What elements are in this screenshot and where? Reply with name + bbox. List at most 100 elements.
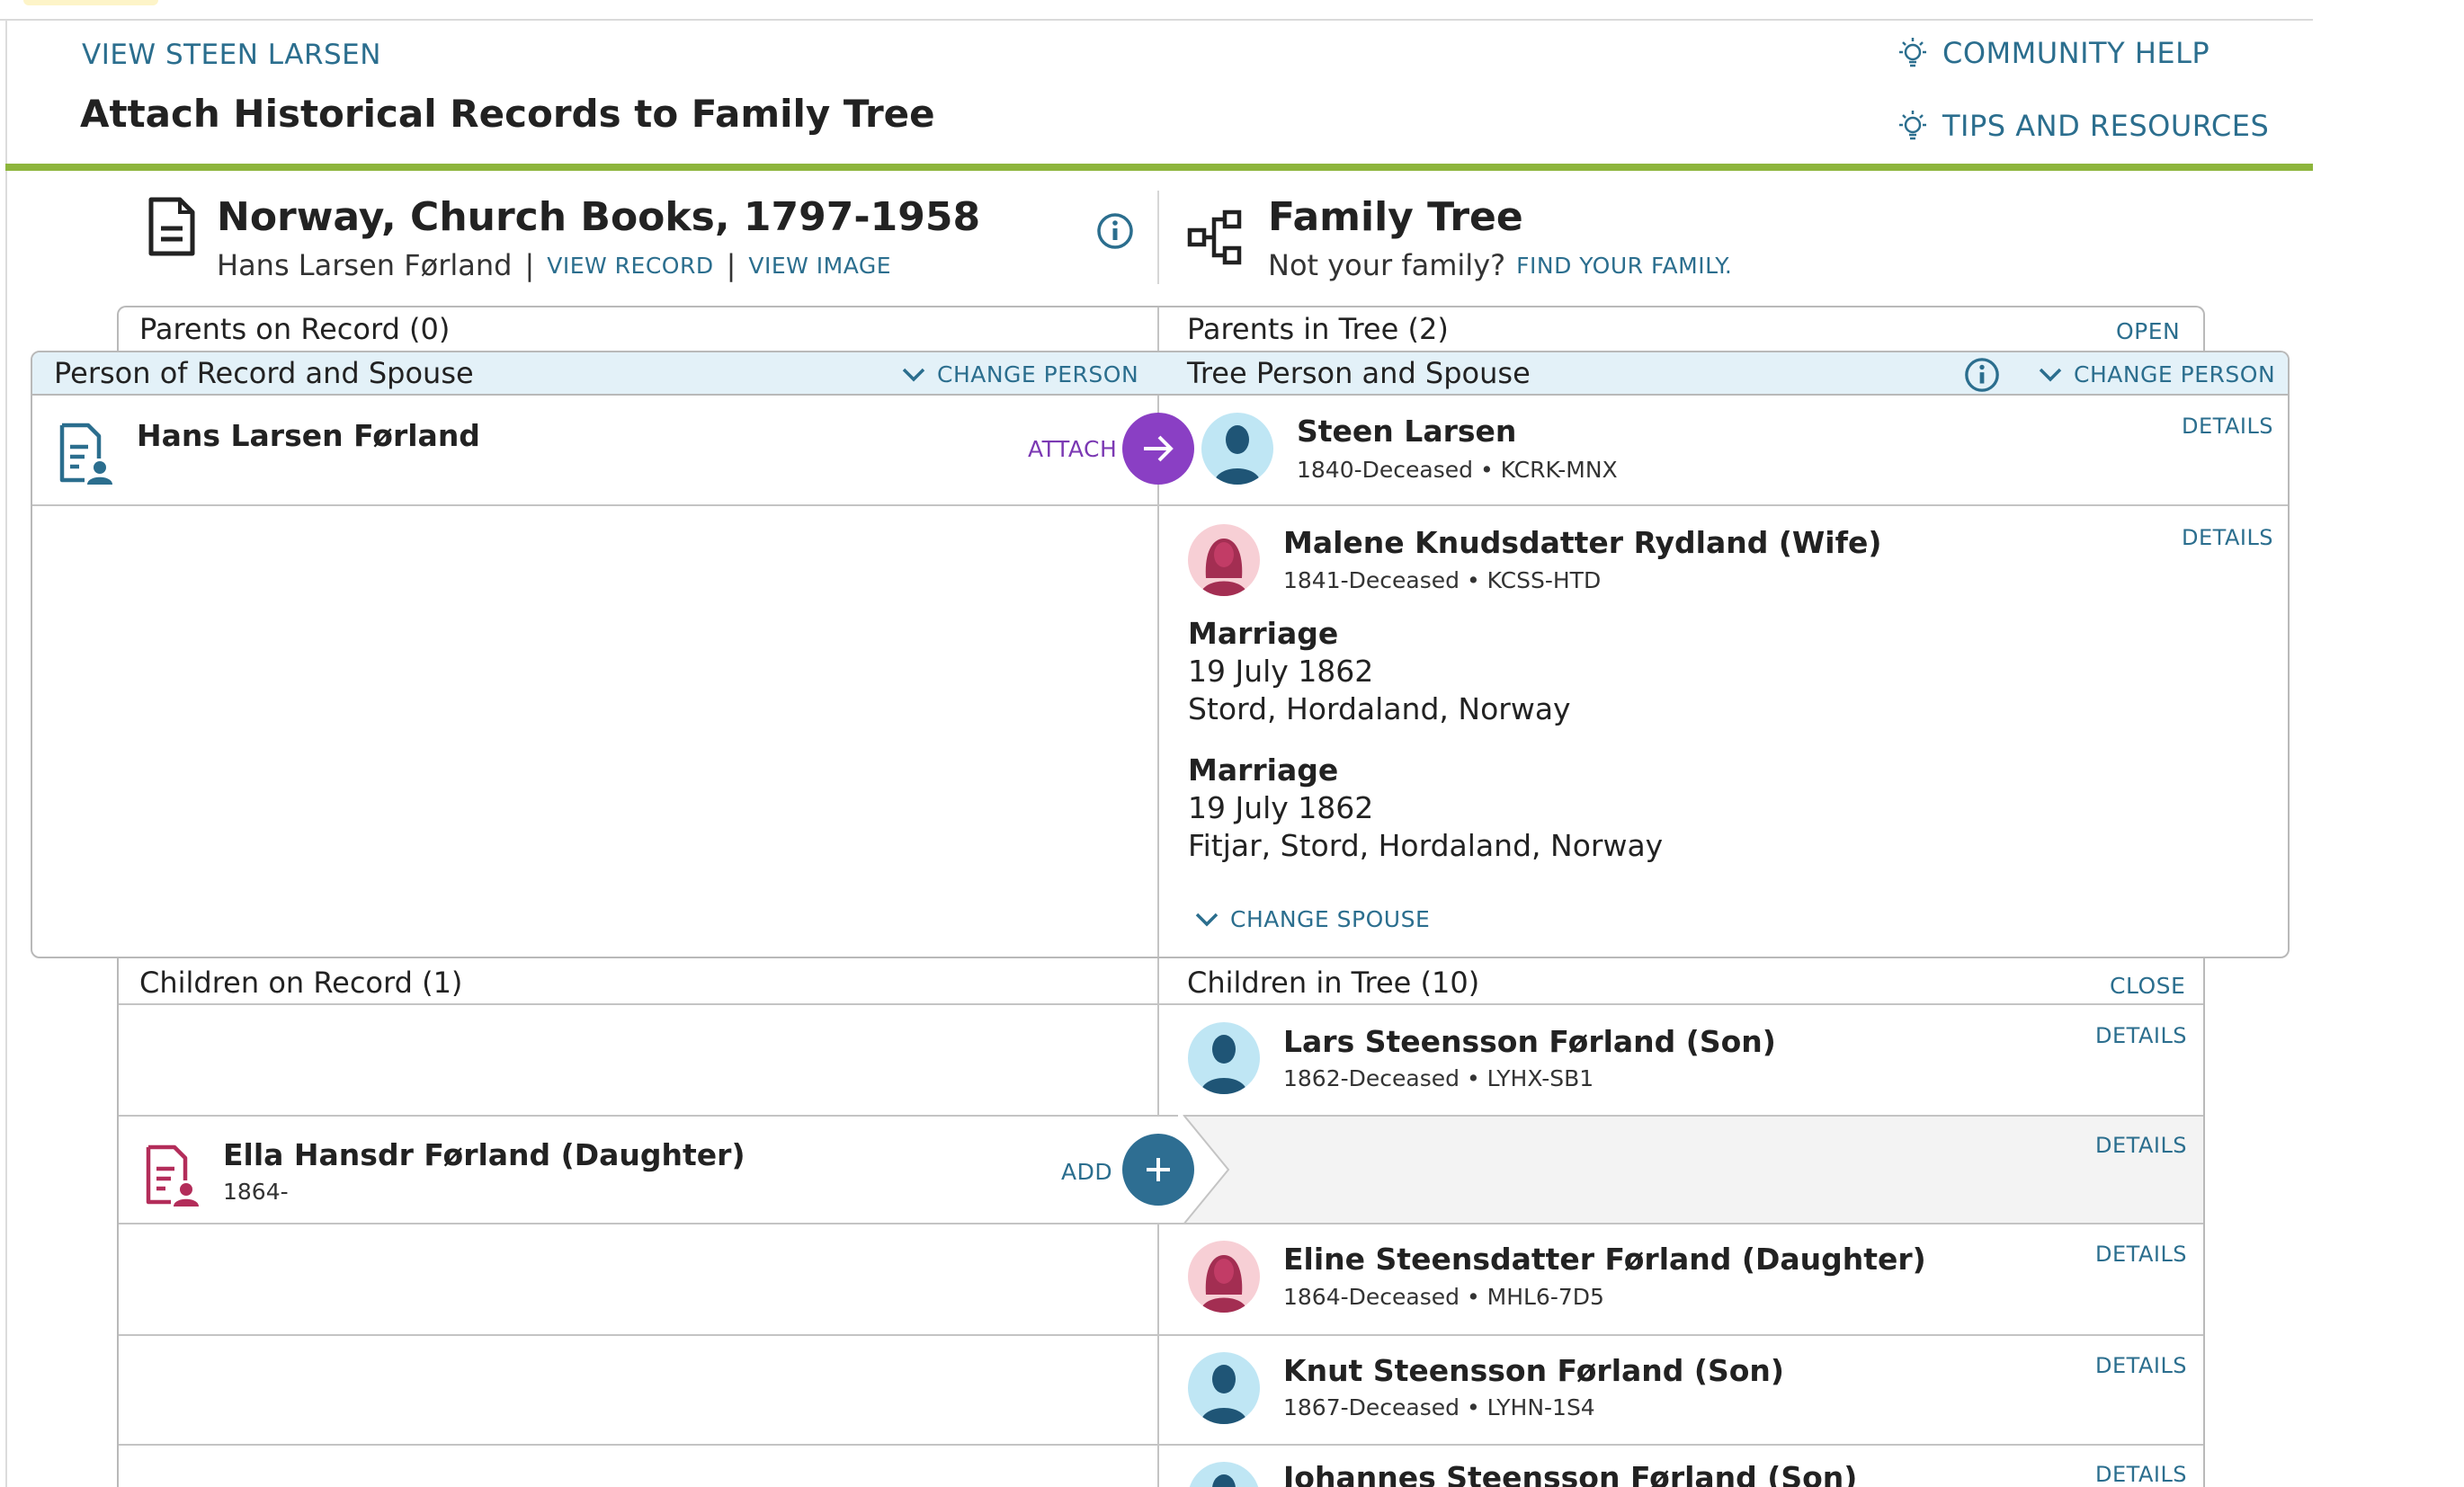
info-icon[interactable]	[1964, 357, 2000, 393]
marriage-event-date: 19 July 1862	[1188, 654, 1374, 689]
tree-child-details-link[interactable]: DETAILS	[2095, 1242, 2188, 1267]
tree-child-details-link[interactable]: DETAILS	[2095, 1133, 2188, 1158]
change-record-person-button[interactable]: CHANGE PERSON	[901, 361, 1138, 387]
browser-tab-stub	[23, 0, 158, 5]
view-person-link[interactable]: VIEW STEEN LARSEN	[82, 39, 381, 71]
female-avatar	[1188, 1241, 1260, 1313]
record-subtitle: Hans Larsen Førland | VIEW RECORD | VIEW…	[217, 248, 891, 282]
chevron-down-icon	[902, 368, 925, 381]
info-icon[interactable]	[1096, 212, 1134, 250]
top-divider	[0, 19, 2313, 21]
record-person-name: Hans Larsen Førland	[137, 418, 480, 453]
parents-in-tree-label: Parents in Tree (2)	[1187, 312, 1449, 346]
record-child-name: Ella Hansdr Førland (Daughter)	[223, 1137, 745, 1172]
tree-child-name[interactable]: Eline Steensdatter Førland (Daughter)	[1283, 1242, 1926, 1277]
tree-child-details-link[interactable]: DETAILS	[2095, 1023, 2188, 1048]
record-person-name: Hans Larsen Førland	[217, 248, 513, 282]
plus-icon	[1147, 1158, 1170, 1181]
male-silhouette-icon	[1212, 1474, 1236, 1487]
female-silhouette-icon	[1201, 539, 1247, 596]
row-divider	[119, 1334, 2203, 1336]
find-your-family-link[interactable]: FIND YOUR FAMILY.	[1516, 252, 1733, 279]
record-person-male-icon	[59, 423, 112, 485]
view-record-link[interactable]: VIEW RECORD	[547, 252, 714, 279]
family-tree-icon	[1187, 209, 1242, 265]
person-of-record-label: Person of Record and Spouse	[54, 356, 474, 390]
view-image-link[interactable]: VIEW IMAGE	[748, 252, 892, 279]
tree-child-details-link[interactable]: DETAILS	[2095, 1462, 2188, 1487]
tree-person-name[interactable]: Steen Larsen	[1297, 414, 1517, 449]
record-child-row	[119, 1117, 1183, 1223]
children-in-tree-label: Children in Tree (10)	[1187, 966, 1480, 1000]
row-divider	[119, 1003, 2203, 1005]
children-on-record-label: Children on Record (1)	[139, 966, 463, 1000]
open-parents-link[interactable]: OPEN	[2116, 318, 2181, 344]
tree-child-details-link[interactable]: DETAILS	[2095, 1353, 2188, 1378]
empty-tree-child-slot	[1159, 1117, 2203, 1223]
chevron-down-icon	[1195, 913, 1219, 926]
community-help-link[interactable]: COMMUNITY HELP	[1896, 36, 2210, 70]
marriage-event-title: Marriage	[1188, 616, 1339, 651]
spouse-details-link[interactable]: DETAILS	[2182, 525, 2274, 550]
page-title: Attach Historical Records to Family Tree	[80, 92, 935, 136]
tree-person-details-link[interactable]: DETAILS	[2182, 414, 2274, 439]
attach-label[interactable]: ATTACH	[1028, 436, 1118, 462]
not-your-family-text: Not your family?	[1268, 248, 1506, 282]
tree-child-name[interactable]: Lars Steensson Førland (Son)	[1283, 1024, 1776, 1059]
tree-person-label: Tree Person and Spouse	[1187, 356, 1531, 390]
close-children-link[interactable]: CLOSE	[2110, 973, 2186, 999]
person-spouse-header	[32, 352, 2288, 396]
tree-child-meta: 1862-Deceased • LYHX-SB1	[1283, 1065, 1594, 1091]
record-person-female-icon	[146, 1144, 199, 1207]
female-avatar	[1188, 524, 1260, 596]
row-divider	[119, 1223, 2203, 1224]
tree-subtitle: Not your family? FIND YOUR FAMILY.	[1268, 248, 1732, 282]
marriage-event-place: Stord, Hordaland, Norway	[1188, 691, 1571, 726]
tree-child-name[interactable]: Johannes Steensson Førland (Son)	[1283, 1460, 1858, 1487]
male-silhouette-icon	[1214, 425, 1261, 485]
tree-child-meta: 1864-Deceased • MHL6-7D5	[1283, 1284, 1604, 1310]
separator: |	[726, 248, 737, 282]
change-spouse-label: CHANGE SPOUSE	[1230, 906, 1431, 932]
record-child-meta: 1864-	[223, 1179, 289, 1205]
parents-bar[interactable]	[117, 306, 2205, 354]
row-divider	[32, 504, 2288, 506]
change-tree-person-button[interactable]: CHANGE PERSON	[2038, 361, 2275, 387]
male-silhouette-icon	[1201, 1365, 1247, 1424]
document-icon	[148, 197, 195, 256]
header-accent-bar	[5, 164, 2313, 171]
male-avatar	[1188, 1352, 1260, 1424]
male-avatar	[1201, 413, 1273, 485]
page-frame	[5, 20, 2313, 1487]
separator: |	[524, 248, 535, 282]
marriage-event-title: Marriage	[1188, 752, 1339, 788]
header-divider	[1157, 191, 1159, 284]
spouse-meta: 1841-Deceased • KCSS-HTD	[1283, 567, 1602, 593]
change-spouse-button[interactable]: CHANGE SPOUSE	[1194, 906, 1430, 932]
column-divider	[1157, 307, 1159, 352]
tree-child-meta: 1867-Deceased • LYHN-1S4	[1283, 1394, 1595, 1420]
lightbulb-icon	[1899, 111, 1926, 140]
row-divider	[119, 1444, 2203, 1446]
tree-child-name[interactable]: Knut Steensson Førland (Son)	[1283, 1353, 1784, 1388]
change-record-person-label: CHANGE PERSON	[937, 361, 1139, 387]
chevron-down-icon	[2039, 368, 2062, 381]
spouse-name[interactable]: Malene Knudsdatter Rydland (Wife)	[1283, 525, 1882, 560]
family-tree-title: Family Tree	[1268, 194, 1523, 240]
community-help-label: COMMUNITY HELP	[1942, 36, 2210, 70]
marriage-event-place: Fitjar, Stord, Hordaland, Norway	[1188, 828, 1664, 863]
tips-resources-link[interactable]: TIPS AND RESOURCES	[1896, 109, 2269, 143]
marriage-event-date: 19 July 1862	[1188, 790, 1374, 825]
attach-button[interactable]	[1122, 413, 1194, 485]
add-child-button[interactable]	[1122, 1134, 1194, 1206]
record-collection-title: Norway, Church Books, 1797-1958	[217, 194, 981, 240]
parents-on-record-label: Parents on Record (0)	[139, 312, 451, 346]
column-divider	[1157, 396, 1159, 957]
add-child-label[interactable]: ADD	[1061, 1159, 1113, 1185]
row-divider	[119, 1115, 2203, 1117]
arrow-right-icon	[1144, 435, 1174, 462]
lightbulb-icon	[1899, 38, 1926, 67]
female-silhouette-icon	[1201, 1255, 1247, 1313]
male-avatar	[1188, 1022, 1260, 1094]
